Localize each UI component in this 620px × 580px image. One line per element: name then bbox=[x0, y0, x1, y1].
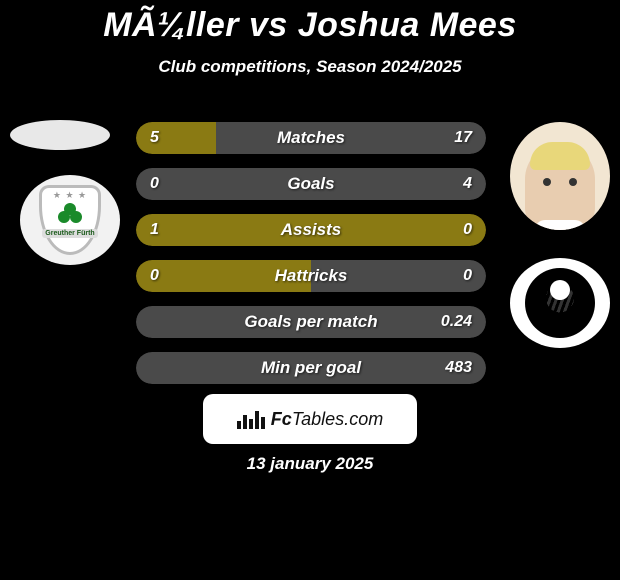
date: 13 january 2025 bbox=[0, 454, 620, 474]
eagle-icon bbox=[525, 268, 595, 338]
club-left-stars: ★ ★ ★ bbox=[53, 190, 87, 201]
stat-row: 483Min per goal bbox=[136, 352, 486, 384]
brand-text: FcTables.com bbox=[271, 409, 383, 430]
stat-label: Min per goal bbox=[136, 352, 486, 384]
page-title: MÃ¼ller vs Joshua Mees bbox=[0, 6, 620, 45]
stats-area: 517Matches 04Goals 10Assists 00Hattricks 0.2… bbox=[136, 122, 486, 398]
club-left-badge: ★ ★ ★ Greuther Fürth bbox=[20, 175, 120, 265]
stat-row: 517Matches bbox=[136, 122, 486, 154]
shield-icon: ★ ★ ★ Greuther Fürth bbox=[39, 185, 101, 255]
bars-icon bbox=[237, 409, 265, 429]
brand-bold: Fc bbox=[271, 409, 292, 430]
clover-icon bbox=[58, 203, 82, 227]
stat-label: Goals per match bbox=[136, 306, 486, 338]
stat-row: 00Hattricks bbox=[136, 260, 486, 292]
subtitle: Club competitions, Season 2024/2025 bbox=[0, 57, 620, 77]
stat-label: Assists bbox=[136, 214, 486, 246]
stat-label: Matches bbox=[136, 122, 486, 154]
brand-rest: Tables.com bbox=[292, 409, 383, 430]
player-left-avatar bbox=[10, 120, 110, 150]
stat-label: Goals bbox=[136, 168, 486, 200]
club-left-name: Greuther Fürth bbox=[42, 229, 97, 238]
face-icon bbox=[525, 144, 595, 230]
club-right-badge bbox=[510, 258, 610, 348]
stat-row: 04Goals bbox=[136, 168, 486, 200]
brand-badge: FcTables.com bbox=[203, 394, 417, 444]
stat-row: 0.24Goals per match bbox=[136, 306, 486, 338]
stat-label: Hattricks bbox=[136, 260, 486, 292]
comparison-card: MÃ¼ller vs Joshua Mees Club competitions… bbox=[0, 0, 620, 580]
stat-row: 10Assists bbox=[136, 214, 486, 246]
player-right-avatar bbox=[510, 122, 610, 230]
